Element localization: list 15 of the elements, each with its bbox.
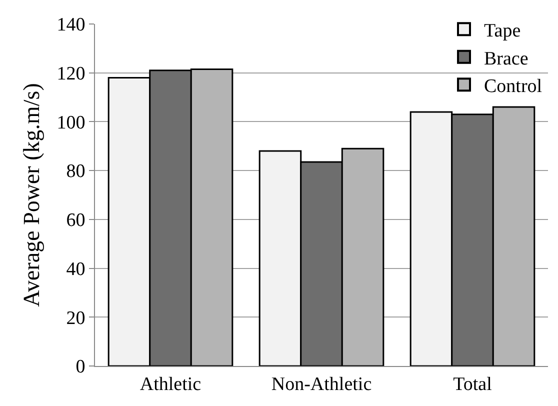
legend-label: Control (484, 76, 542, 97)
legend-label: Tape (484, 20, 521, 42)
y-tick-label: 40 (66, 258, 86, 280)
y-tick-label: 100 (56, 112, 86, 134)
y-tick-label: 60 (66, 210, 86, 232)
y-tick-label: 80 (66, 161, 86, 182)
y-tick-label: 20 (66, 308, 86, 329)
x-tick-label: Total (453, 374, 492, 395)
y-tick-label: 120 (56, 64, 86, 85)
x-tick-label: Non-Athletic (271, 374, 372, 395)
y-tick-label: 0 (76, 356, 86, 378)
y-axis-title: Average Power (kg.m/s) (19, 83, 44, 307)
x-tick-label: Athletic (140, 374, 202, 395)
y-tick-label: 140 (56, 14, 86, 36)
legend-label: Brace (484, 48, 528, 70)
